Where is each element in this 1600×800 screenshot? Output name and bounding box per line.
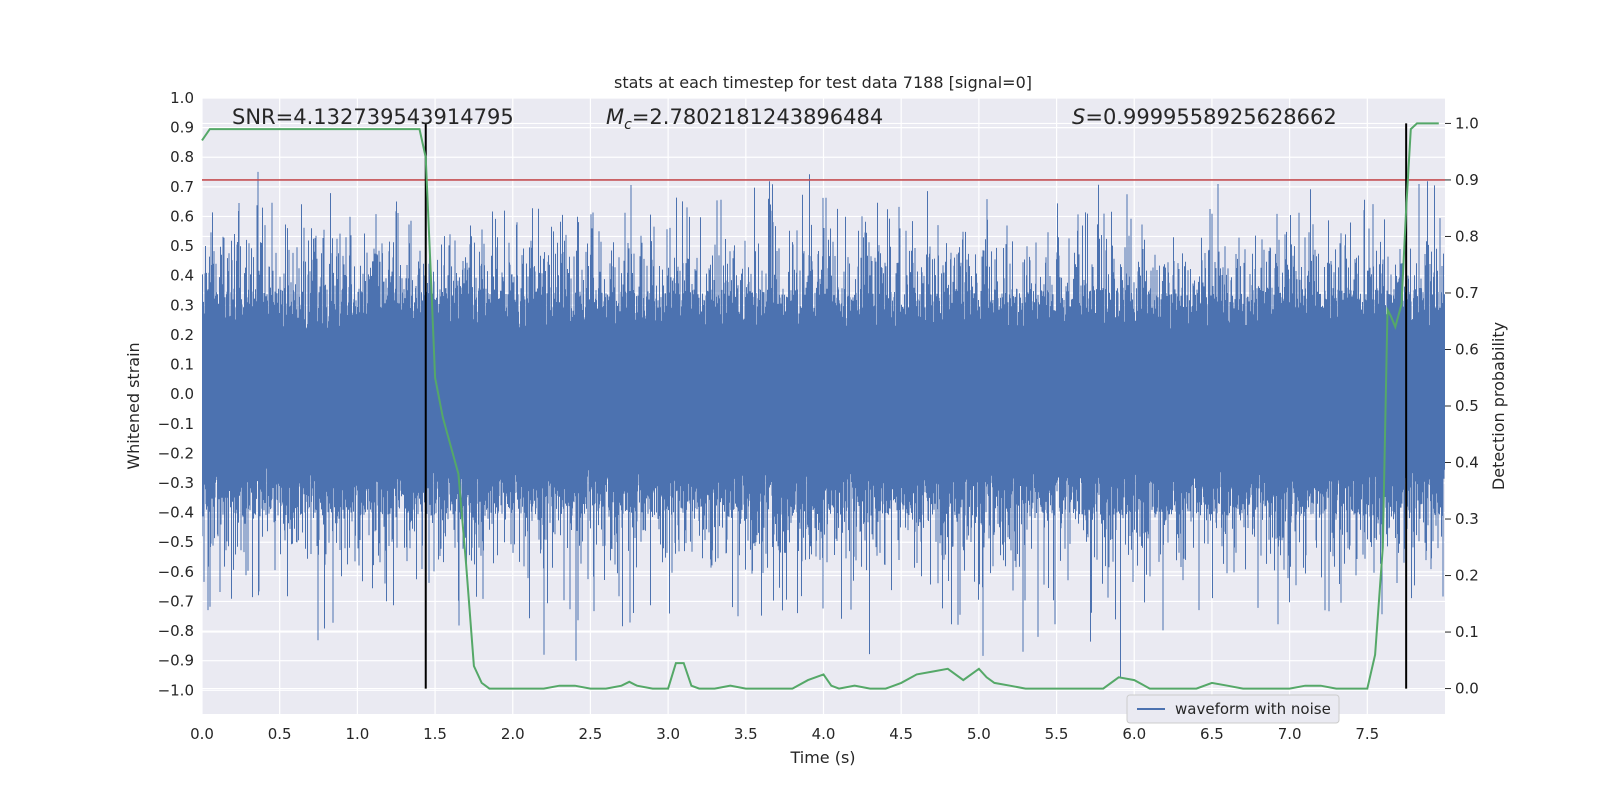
right-axis-ticks: 1.0 0.9 0.8 0.7 0.6 0.5 0.4 0.3 0.2 0.1 0.0 bbox=[1445, 114, 1479, 698]
legend: waveform with noise bbox=[1126, 694, 1340, 724]
y-tick-label-18: −0.8 bbox=[158, 622, 194, 640]
y2-tick-label-2: 0.8 bbox=[1455, 227, 1479, 245]
x-tick-label-0: 0.0 bbox=[190, 725, 214, 743]
s-annotation: S=0.9999558925628662 bbox=[1072, 105, 1337, 129]
y2-tick-label-0: 1.0 bbox=[1455, 114, 1479, 132]
y-tick-label-13: −0.3 bbox=[158, 474, 194, 492]
y-tick-label-1: 0.9 bbox=[170, 119, 194, 137]
y-tick-label-3: 0.7 bbox=[170, 178, 194, 196]
y-tick-label-6: 0.4 bbox=[170, 267, 194, 285]
y-tick-label-14: −0.4 bbox=[158, 504, 194, 522]
x-tick-label-6: 3.0 bbox=[656, 725, 680, 743]
y2-tick-label-6: 0.4 bbox=[1455, 454, 1479, 472]
y-tick-label-2: 0.8 bbox=[170, 148, 194, 166]
y-tick-label-4: 0.6 bbox=[170, 207, 194, 225]
detection-probability-line bbox=[201, 122, 1439, 690]
y-tick-label-15: −0.5 bbox=[158, 533, 194, 551]
y-tick-label-10: 0.0 bbox=[170, 385, 194, 403]
snr-annotation: SNR=4.132739543914795 bbox=[232, 105, 514, 129]
y-tick-label-19: −0.9 bbox=[158, 652, 194, 670]
x-tick-label-7: 3.5 bbox=[734, 725, 758, 743]
s-value: =0.9999558925628662 bbox=[1085, 105, 1336, 129]
chirp-mass-annotation: Mc=2.7802181243896484 bbox=[606, 105, 883, 133]
y2-tick-label-10: 0.0 bbox=[1455, 680, 1479, 698]
x-tick-label-4: 2.0 bbox=[501, 725, 525, 743]
legend-label: waveform with noise bbox=[1175, 700, 1331, 718]
x-tick-label-11: 5.5 bbox=[1045, 725, 1069, 743]
y-tick-label-8: 0.2 bbox=[170, 326, 194, 344]
x-tick-label-12: 6.0 bbox=[1122, 725, 1146, 743]
x-tick-label-5: 2.5 bbox=[579, 725, 603, 743]
s-symbol: S bbox=[1072, 105, 1085, 129]
chirp-mass-symbol: M bbox=[606, 105, 624, 129]
legend-box bbox=[1126, 694, 1340, 724]
x-tick-label-14: 7.0 bbox=[1278, 725, 1302, 743]
y2-tick-label-4: 0.6 bbox=[1455, 340, 1479, 358]
y2-tick-label-7: 0.3 bbox=[1455, 510, 1479, 528]
chirp-mass-value: =2.7802181243896484 bbox=[632, 105, 883, 129]
y-axis-label: Whitened strain bbox=[124, 342, 143, 469]
y-tick-label-7: 0.3 bbox=[170, 296, 194, 314]
x-tick-label-8: 4.0 bbox=[812, 725, 836, 743]
x-tick-label-1: 0.5 bbox=[268, 725, 292, 743]
y2-tick-label-1: 0.9 bbox=[1455, 171, 1479, 189]
y2-tick-label-5: 0.5 bbox=[1455, 397, 1479, 415]
y-tick-label-0: 1.0 bbox=[170, 89, 194, 107]
x-tick-label-9: 4.5 bbox=[889, 725, 913, 743]
x-tick-label-10: 5.0 bbox=[967, 725, 991, 743]
chirp-mass-subscript: c bbox=[624, 117, 632, 133]
x-tick-label-2: 1.0 bbox=[345, 725, 369, 743]
x-tick-label-13: 6.5 bbox=[1200, 725, 1224, 743]
y-tick-label-5: 0.5 bbox=[170, 237, 194, 255]
x-axis-ticks: 0.0 0.5 1.0 1.5 2.0 2.5 3.0 3.5 4.0 4.5 5.0 5.5 6.0 6… bbox=[190, 725, 1379, 743]
x-axis-label: Time (s) bbox=[789, 748, 855, 767]
y2-tick-label-3: 0.7 bbox=[1455, 284, 1479, 302]
y2-tick-label-9: 0.1 bbox=[1455, 623, 1479, 641]
y-tick-label-12: −0.2 bbox=[158, 444, 194, 462]
left-axis-ticks: 1.0 0.9 0.8 0.7 0.6 0.5 0.4 0.3 0.2 0.1 0.0 −0.1 −0.… bbox=[158, 89, 194, 699]
y-tick-label-16: −0.6 bbox=[158, 563, 194, 581]
y2-axis-label: Detection probability bbox=[1489, 322, 1508, 490]
x-tick-label-3: 1.5 bbox=[423, 725, 447, 743]
y-tick-label-20: −1.0 bbox=[158, 681, 194, 699]
y-tick-label-17: −0.7 bbox=[158, 592, 194, 610]
strain-waveform-line bbox=[202, 171, 1445, 678]
x-tick-label-15: 7.5 bbox=[1355, 725, 1379, 743]
chart-title: stats at each timestep for test data 718… bbox=[614, 73, 1032, 92]
y2-tick-label-8: 0.2 bbox=[1455, 567, 1479, 585]
y-tick-label-9: 0.1 bbox=[170, 356, 194, 374]
y-tick-label-11: −0.1 bbox=[158, 415, 194, 433]
